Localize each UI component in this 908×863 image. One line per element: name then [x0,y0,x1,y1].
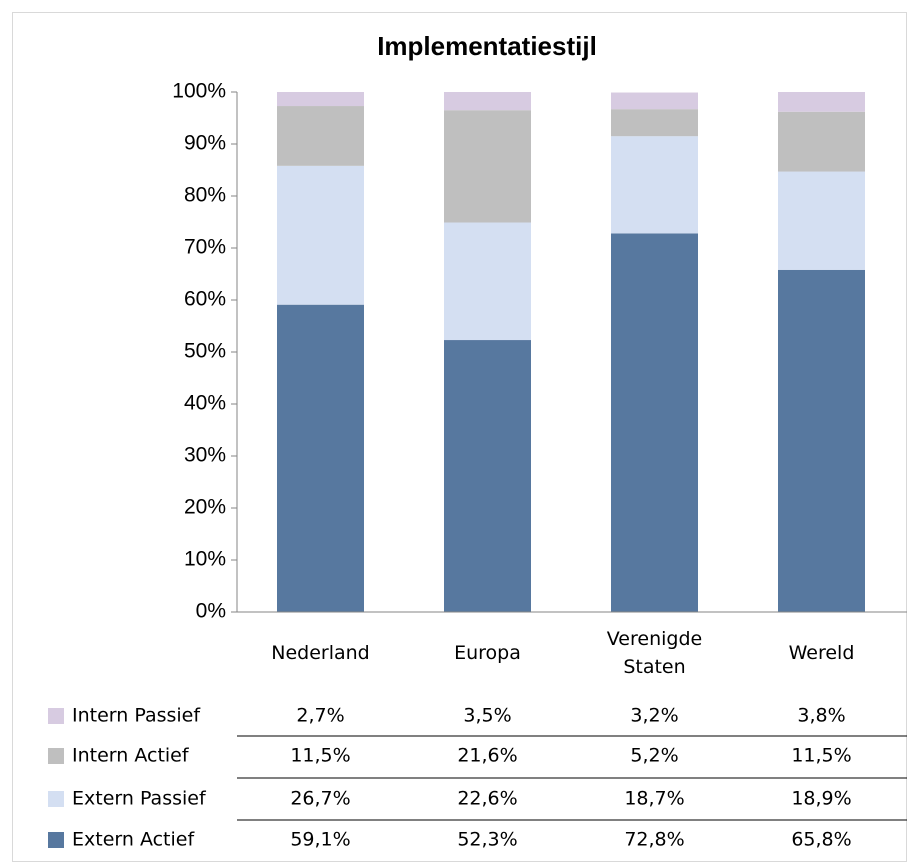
bar-segment [611,109,698,137]
y-tick-label: 80% [184,184,226,207]
legend-label: Extern Passief [72,788,207,810]
y-tick-label: 30% [184,444,226,467]
legend-swatch [48,832,64,848]
legend-swatch [48,708,64,724]
legend-label: Intern Passief [72,705,201,727]
bar-segment [444,340,531,612]
y-tick-label: 100% [172,80,226,103]
x-tick-label-box: Nederland [271,642,370,664]
y-tick-label: 0% [196,600,226,623]
y-tick-label: 50% [184,340,226,363]
bar-segment [611,233,698,612]
x-tick-label-box: Europa [454,642,521,664]
y-tick-label: 90% [184,132,226,155]
table-value: 26,7% [290,788,350,810]
bar-segment [444,110,531,223]
table-value: 72,8% [624,829,684,851]
y-tick-label: 70% [184,236,226,259]
bar-segment [778,92,865,112]
legend-swatch [48,748,64,764]
table-value: 3,8% [797,705,845,727]
table-value: 3,2% [630,705,678,727]
table-value: 3,5% [463,705,511,727]
bar-segment [277,304,364,612]
x-tick-label-box: Wereld [788,642,855,664]
bar-segment [277,165,364,305]
bar-segment [611,92,698,110]
x-tick-label: Europa [454,642,521,664]
bar-segment [277,106,364,166]
y-tick-label: 10% [184,548,226,571]
x-tick-label: Nederland [271,642,370,664]
legend-label: Extern Actief [72,829,195,851]
y-tick-label: 20% [184,496,226,519]
bar-segment [778,171,865,270]
table-value: 11,5% [290,745,350,767]
x-tick-label-box: Verenigde Staten [606,628,703,678]
table-value: 2,7% [296,705,344,727]
bar-segment [277,92,364,107]
table-value: 22,6% [457,788,517,810]
y-tick-label: 60% [184,288,226,311]
table-value: 18,9% [791,788,851,810]
y-tick-label: 40% [184,392,226,415]
table-value: 65,8% [791,829,851,851]
legend-label: Intern Actief [72,745,190,767]
table-value: 5,2% [630,745,678,767]
bar-segment [611,136,698,234]
table-value: 21,6% [457,745,517,767]
table-value: 52,3% [457,829,517,851]
bar-segment [778,111,865,172]
bar-segment [444,92,531,111]
x-tick-label: Wereld [788,642,855,664]
bar-segment [778,269,865,612]
x-tick-label: Verenigde Staten [606,628,703,678]
chart-title: Implementatiestijl [377,31,597,61]
table-value: 18,7% [624,788,684,810]
legend-swatch [48,791,64,807]
table-value: 59,1% [290,829,350,851]
table-value: 11,5% [791,745,851,767]
bar-segment [444,222,531,341]
